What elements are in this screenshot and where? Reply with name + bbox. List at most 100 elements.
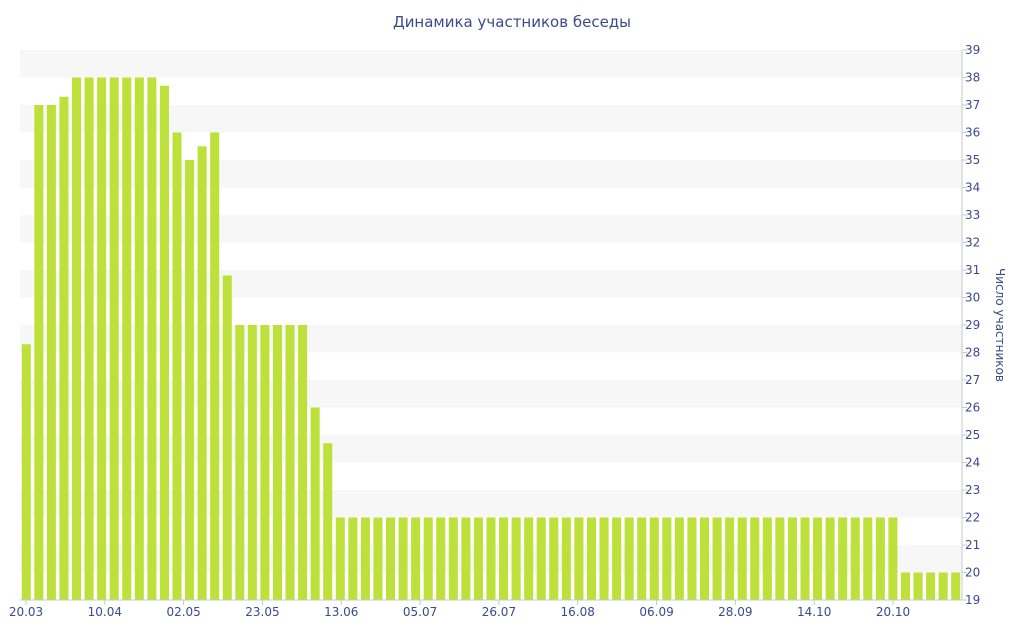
bar[interactable] <box>813 517 823 601</box>
y-tick-label: 32 <box>965 236 980 250</box>
bar[interactable] <box>524 517 534 601</box>
bar[interactable] <box>109 77 119 601</box>
bar[interactable] <box>662 517 672 601</box>
bar[interactable] <box>72 77 82 601</box>
bar[interactable] <box>926 572 936 601</box>
bar[interactable] <box>951 572 961 601</box>
bar[interactable] <box>536 517 546 601</box>
x-tick-label: 14.10 <box>797 605 831 619</box>
bar[interactable] <box>423 517 433 601</box>
bar[interactable] <box>360 517 370 601</box>
bar[interactable] <box>59 96 69 600</box>
x-tick-label: 23.05 <box>245 605 279 619</box>
bar[interactable] <box>373 517 383 601</box>
y-tick-label: 33 <box>965 208 980 222</box>
y-tick-label: 34 <box>965 181 980 195</box>
bar[interactable] <box>875 517 885 601</box>
bar[interactable] <box>762 517 772 601</box>
bar[interactable] <box>197 146 207 600</box>
y-tick-label: 19 <box>965 593 980 607</box>
bar[interactable] <box>574 517 584 601</box>
bar[interactable] <box>34 105 44 600</box>
bar[interactable] <box>159 85 169 600</box>
bar[interactable] <box>649 517 659 601</box>
bar[interactable] <box>398 517 408 601</box>
bar[interactable] <box>461 517 471 601</box>
y-tick-label: 35 <box>965 153 980 167</box>
x-tick-label: 20.03 <box>9 605 43 619</box>
bar[interactable] <box>900 572 910 601</box>
grid-band <box>20 105 962 133</box>
bar[interactable] <box>411 517 421 601</box>
bar[interactable] <box>210 132 220 601</box>
x-tick-label: 02.05 <box>166 605 200 619</box>
bar[interactable] <box>637 517 647 601</box>
bar[interactable] <box>549 517 559 601</box>
bar[interactable] <box>46 105 56 600</box>
bar[interactable] <box>586 517 596 601</box>
bar[interactable] <box>247 325 257 600</box>
bar[interactable] <box>888 517 898 601</box>
y-axis-ticks: 19 20 21 22 23 24 25 26 27 28 29 30 31 32 33 34 35 36 37 38… <box>962 43 980 607</box>
x-axis-ticks: 20.03 10.04 02.05 23.05 13.06 05.07 26.07 16.08… <box>9 600 910 619</box>
bar[interactable] <box>147 77 157 601</box>
y-tick-label: 37 <box>965 98 980 112</box>
y-tick-label: 27 <box>965 373 980 387</box>
bar[interactable] <box>235 325 245 600</box>
bar[interactable] <box>486 517 496 601</box>
bar[interactable] <box>499 517 509 601</box>
bar[interactable] <box>473 517 483 601</box>
bar[interactable] <box>172 132 182 601</box>
bar[interactable] <box>624 517 634 601</box>
bar[interactable] <box>97 77 107 601</box>
bar[interactable] <box>511 517 521 601</box>
y-axis-title: Число участников <box>993 268 1007 382</box>
bar[interactable] <box>787 517 797 601</box>
grid-band <box>20 50 962 78</box>
x-tick-label: 28.09 <box>718 605 752 619</box>
bar[interactable] <box>134 77 144 601</box>
bar[interactable] <box>260 325 270 600</box>
bar[interactable] <box>185 160 195 600</box>
y-tick-label: 21 <box>965 538 980 552</box>
bar[interactable] <box>599 517 609 601</box>
bar[interactable] <box>737 517 747 601</box>
bar[interactable] <box>700 517 710 601</box>
bar[interactable] <box>674 517 684 601</box>
bar[interactable] <box>436 517 446 601</box>
bar[interactable] <box>122 77 132 601</box>
bar[interactable] <box>323 443 333 600</box>
x-tick-label: 13.06 <box>324 605 358 619</box>
y-tick-label: 31 <box>965 263 980 277</box>
bar[interactable] <box>913 572 923 601</box>
bar[interactable] <box>750 517 760 601</box>
bar[interactable] <box>298 325 308 600</box>
bar[interactable] <box>612 517 622 601</box>
bar[interactable] <box>84 77 94 601</box>
y-tick-label: 22 <box>965 511 980 525</box>
bar[interactable] <box>938 572 948 601</box>
bar[interactable] <box>348 517 358 601</box>
bar[interactable] <box>687 517 697 601</box>
bar[interactable] <box>285 325 295 600</box>
bar[interactable] <box>712 517 722 601</box>
x-tick-label: 16.08 <box>561 605 595 619</box>
y-tick-label: 29 <box>965 318 980 332</box>
bar[interactable] <box>272 325 282 600</box>
bar[interactable] <box>850 517 860 601</box>
bar[interactable] <box>335 517 345 601</box>
bar[interactable] <box>725 517 735 601</box>
bar[interactable] <box>825 517 835 601</box>
bar[interactable] <box>448 517 458 601</box>
bar[interactable] <box>838 517 848 601</box>
bar[interactable] <box>561 517 571 601</box>
bar[interactable] <box>21 344 31 600</box>
bar[interactable] <box>800 517 810 601</box>
bar[interactable] <box>863 517 873 601</box>
bar[interactable] <box>386 517 396 601</box>
bar[interactable] <box>222 275 232 601</box>
x-tick-label: 05.07 <box>403 605 437 619</box>
bar[interactable] <box>310 407 320 601</box>
bar[interactable] <box>775 517 785 601</box>
